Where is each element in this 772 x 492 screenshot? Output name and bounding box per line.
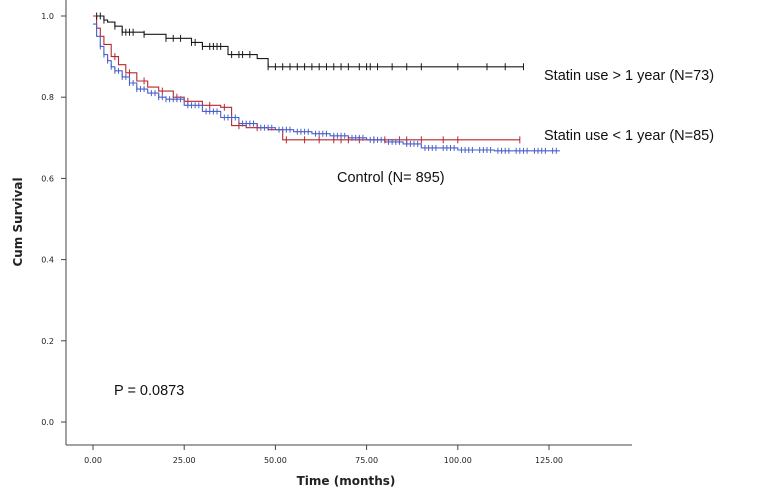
y-tick-label: 0.4 [41,256,54,265]
y-tick-label: 0.0 [41,418,54,427]
censor-layer [96,12,557,154]
x-tick-label: 25.00 [173,456,196,465]
y-tick-label: 0.6 [41,174,54,183]
survival-curve-statin-over-1yr [93,15,524,68]
x-tick-label: 125.00 [535,456,563,465]
y-tick-label: 0.8 [41,93,54,102]
series-label-statin-under-1yr: Statin use < 1 year (N=85) [544,128,714,144]
x-axis-title: Time (months) [297,474,396,488]
x-tick-label: 0.00 [84,456,102,465]
tick-group: 0.00 25.00 50.00 75.00 100.00 125.00 0.0 0.2 0.4… [41,12,563,465]
series-label-control: Control (N= 895) [337,170,445,186]
y-tick-label: 0.2 [41,337,54,346]
x-tick-label: 100.00 [444,456,472,465]
y-tick-label: 1.0 [41,12,54,21]
y-axis-title: Cum Survival [11,177,25,266]
series-layer [93,15,560,152]
series-label-statin-over-1yr: Statin use > 1 year (N=73) [544,68,714,84]
axes [65,0,632,446]
x-tick-label: 75.00 [355,456,378,465]
p-value-annotation: P = 0.0873 [114,383,184,399]
x-tick-label: 50.00 [264,456,287,465]
